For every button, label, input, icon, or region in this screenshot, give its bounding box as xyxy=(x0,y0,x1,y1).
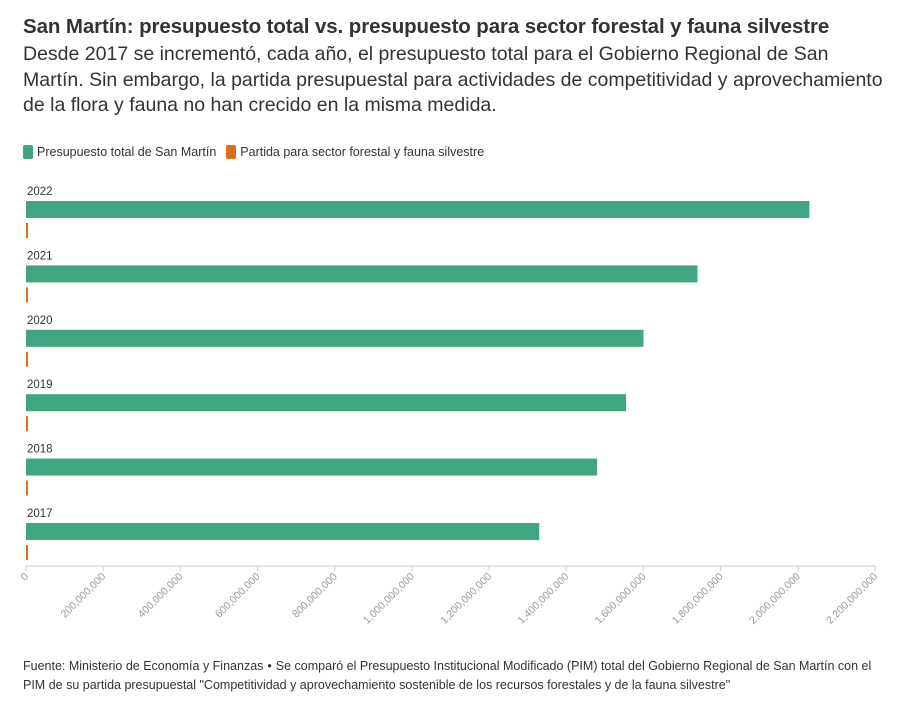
category-label-2022: 2022 xyxy=(27,186,53,198)
x-tick-label-8: 1,600,000,000 xyxy=(593,571,649,627)
x-tick-label-6: 1,200,000,000 xyxy=(438,571,494,627)
category-label-2019: 2019 xyxy=(27,379,53,391)
x-tick-label-3: 600,000,000 xyxy=(213,571,263,621)
bar-total-2021[interactable] xyxy=(26,265,698,283)
footer-source: Fuente: Ministerio de Economía y Finanza… xyxy=(23,659,264,673)
legend-item-total[interactable]: Presupuesto total de San Martín xyxy=(23,145,216,159)
footer-separator: • xyxy=(267,659,272,673)
bar-total-2017[interactable] xyxy=(26,523,540,540)
x-tick-label-5: 1,000,000,000 xyxy=(361,571,417,627)
bar-total-2022[interactable] xyxy=(26,201,810,218)
x-tick-label-4: 800,000,000 xyxy=(290,571,340,621)
category-label-2021: 2021 xyxy=(27,250,53,262)
legend-label-forestal: Partida para sector forestal y fauna sil… xyxy=(240,145,485,159)
x-tick-label-9: 1,800,000,000 xyxy=(670,571,726,627)
bar-forestal-2021[interactable] xyxy=(26,287,28,303)
x-tick-label-7: 1,400,000,000 xyxy=(515,571,571,627)
chart-footer: Fuente: Ministerio de Economía y Finanza… xyxy=(23,657,885,694)
bar-total-2019[interactable] xyxy=(26,394,627,412)
chart-legend: Presupuesto total de San Martín Partida … xyxy=(23,145,494,159)
legend-swatch-forestal xyxy=(226,145,237,159)
x-tick-label-10: 2,000,000,000 xyxy=(747,571,803,627)
x-tick-label-11: 2,200,000,000 xyxy=(824,571,880,627)
x-tick-label-1: 200,000,000 xyxy=(59,571,109,621)
bar-forestal-2017[interactable] xyxy=(26,545,28,560)
bar-total-2018[interactable] xyxy=(26,458,598,476)
chart-title: San Martín: presupuesto total vs. presup… xyxy=(23,15,830,38)
bar-total-2020[interactable] xyxy=(26,329,644,347)
bar-forestal-2019[interactable] xyxy=(26,416,28,432)
footer-note: Se comparó el Presupuesto Institucional … xyxy=(23,659,872,692)
category-label-2020: 2020 xyxy=(27,315,53,327)
legend-item-forestal[interactable]: Partida para sector forestal y fauna sil… xyxy=(226,145,484,159)
legend-swatch-total xyxy=(23,145,33,159)
category-label-2018: 2018 xyxy=(27,444,53,456)
chart-header: San Martín: presupuesto total vs. presup… xyxy=(23,14,883,119)
chart-subtitle: Desde 2017 se incrementó, cada año, el p… xyxy=(23,43,883,116)
bar-forestal-2022[interactable] xyxy=(26,223,28,238)
bar-forestal-2018[interactable] xyxy=(26,480,28,496)
x-tick-label-0: 0 xyxy=(19,571,32,584)
category-label-2017: 2017 xyxy=(27,508,53,520)
x-tick-label-2: 400,000,000 xyxy=(136,571,186,621)
bar-forestal-2020[interactable] xyxy=(26,351,28,367)
legend-label-total: Presupuesto total de San Martín xyxy=(37,145,217,159)
